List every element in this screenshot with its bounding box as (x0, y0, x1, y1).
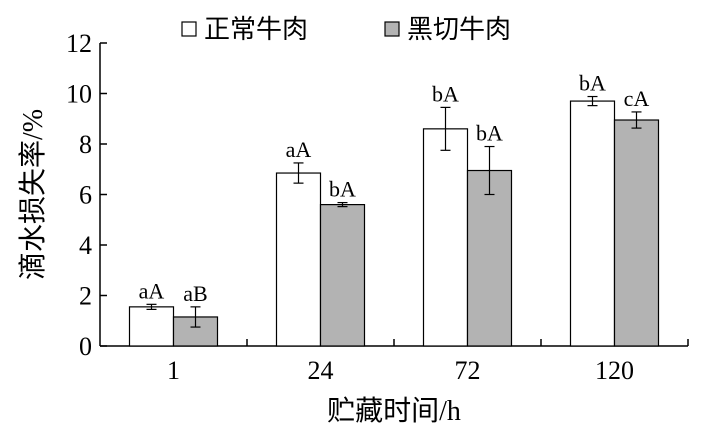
y-tick-label: 8 (79, 130, 92, 159)
y-tick-label: 10 (66, 80, 92, 109)
y-axis-label: 滴水损失率/% (17, 109, 49, 280)
legend-swatch (181, 21, 197, 37)
significance-label: bA (432, 81, 459, 106)
bar-dark-cutting (466, 169, 513, 347)
legend: 正常牛肉 黑切牛肉 (181, 15, 511, 44)
significance-label: bA (329, 177, 356, 202)
y-tick-label: 4 (79, 231, 92, 260)
bar-dark-cutting (319, 204, 366, 347)
x-tick-label: 24 (308, 356, 334, 385)
x-axis-label: 贮藏时间/h (327, 395, 461, 427)
y-tick-label: 12 (66, 29, 92, 58)
significance-label: cA (624, 86, 650, 111)
y-tick-label: 0 (79, 332, 92, 361)
y-tick-label: 2 (79, 282, 92, 311)
y-tick-label: 6 (79, 181, 92, 210)
bar-normal (569, 100, 616, 347)
bar-dark-cutting (613, 119, 660, 347)
significance-label: aA (139, 278, 165, 303)
bar-normal (275, 172, 322, 347)
significance-label: bA (579, 71, 606, 96)
significance-label: aA (286, 137, 312, 162)
significance-label: aB (183, 281, 207, 306)
legend-label: 黑切牛肉 (407, 15, 511, 44)
bar-normal (422, 128, 469, 347)
x-tick-label: 1 (167, 356, 180, 385)
legend-label: 正常牛肉 (204, 15, 308, 44)
x-tick-label: 120 (595, 356, 634, 385)
significance-label: bA (476, 121, 503, 146)
bar-normal (128, 306, 175, 347)
legend-swatch (384, 21, 400, 37)
x-tick-label: 72 (455, 356, 481, 385)
